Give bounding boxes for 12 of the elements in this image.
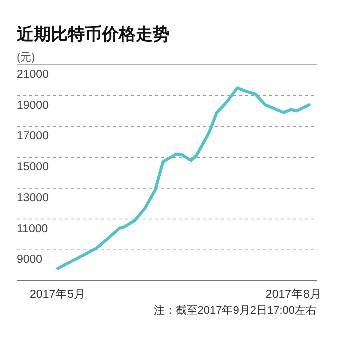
y-tick-label: 15000	[17, 162, 49, 174]
y-tick-label: 13000	[17, 192, 49, 204]
y-tick-label: 17000	[17, 130, 49, 143]
y-tick-label: 19000	[17, 100, 49, 112]
y-tick-label: 11000	[17, 223, 48, 236]
y-tick-label: 9000	[17, 254, 43, 266]
y-axis-title: (元)	[17, 52, 36, 64]
text: 注：截至2017年9月2日17:00左右	[154, 304, 317, 317]
x-tick-label: 2017年8月	[266, 288, 322, 301]
y-tick-label: 21000	[17, 69, 49, 81]
x-tick-label: 2017年5月	[30, 288, 86, 301]
chart-title: 近期比特币价格走势	[16, 25, 170, 44]
